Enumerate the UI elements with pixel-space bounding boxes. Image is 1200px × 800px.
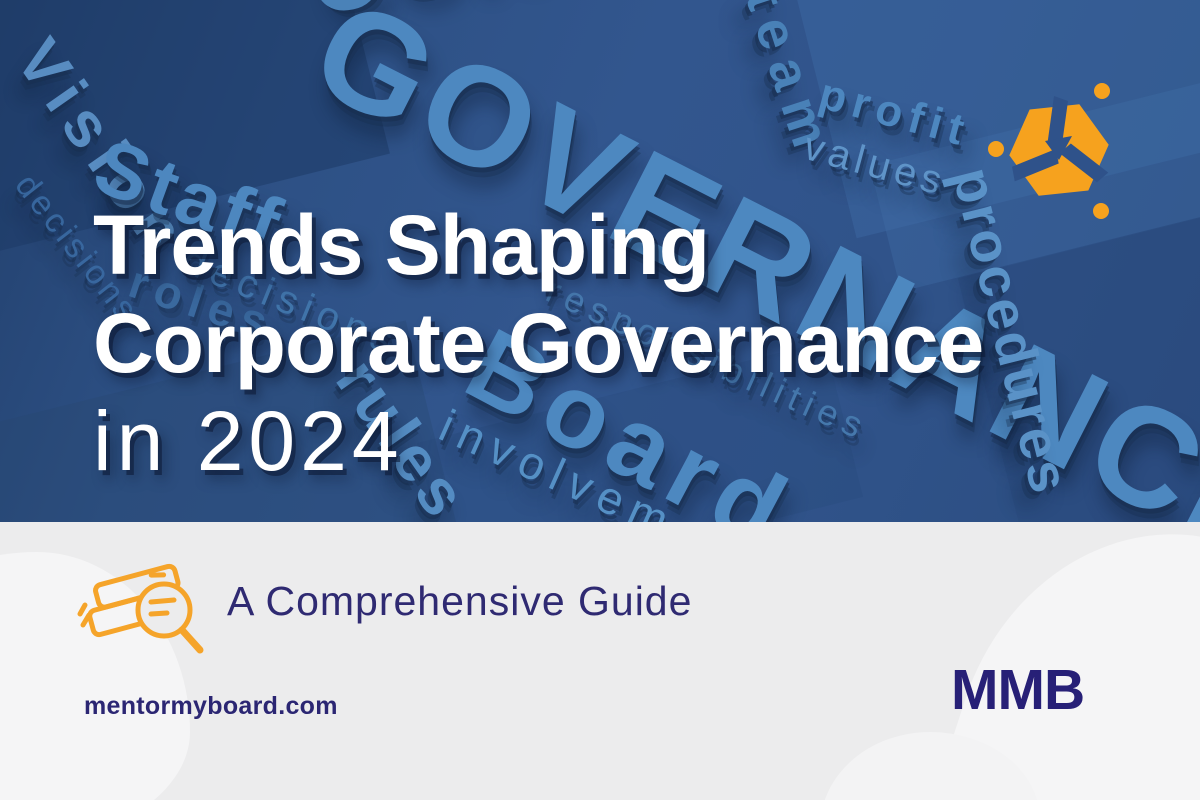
website-url: mentormyboard.com [84,692,338,720]
tagline-text: A Comprehensive Guide [227,578,693,624]
footer-section: A Comprehensive Guide mentormyboard.com … [0,522,1200,800]
title-line-3: in 2024 [93,394,404,488]
hero-section: CORPORATE GOVERNANCE Vision Staff decisi… [0,0,1200,522]
title-line-2: Corporate Governance [93,296,984,390]
title-line-1: Trends Shaping [93,198,710,292]
mmb-logo-text: MMB [951,658,1085,722]
page-title: Trends Shaping Corporate Governance in 2… [93,196,984,490]
books-magnifier-icon [77,563,204,654]
pinwheel-hexagon-icon [988,83,1110,219]
